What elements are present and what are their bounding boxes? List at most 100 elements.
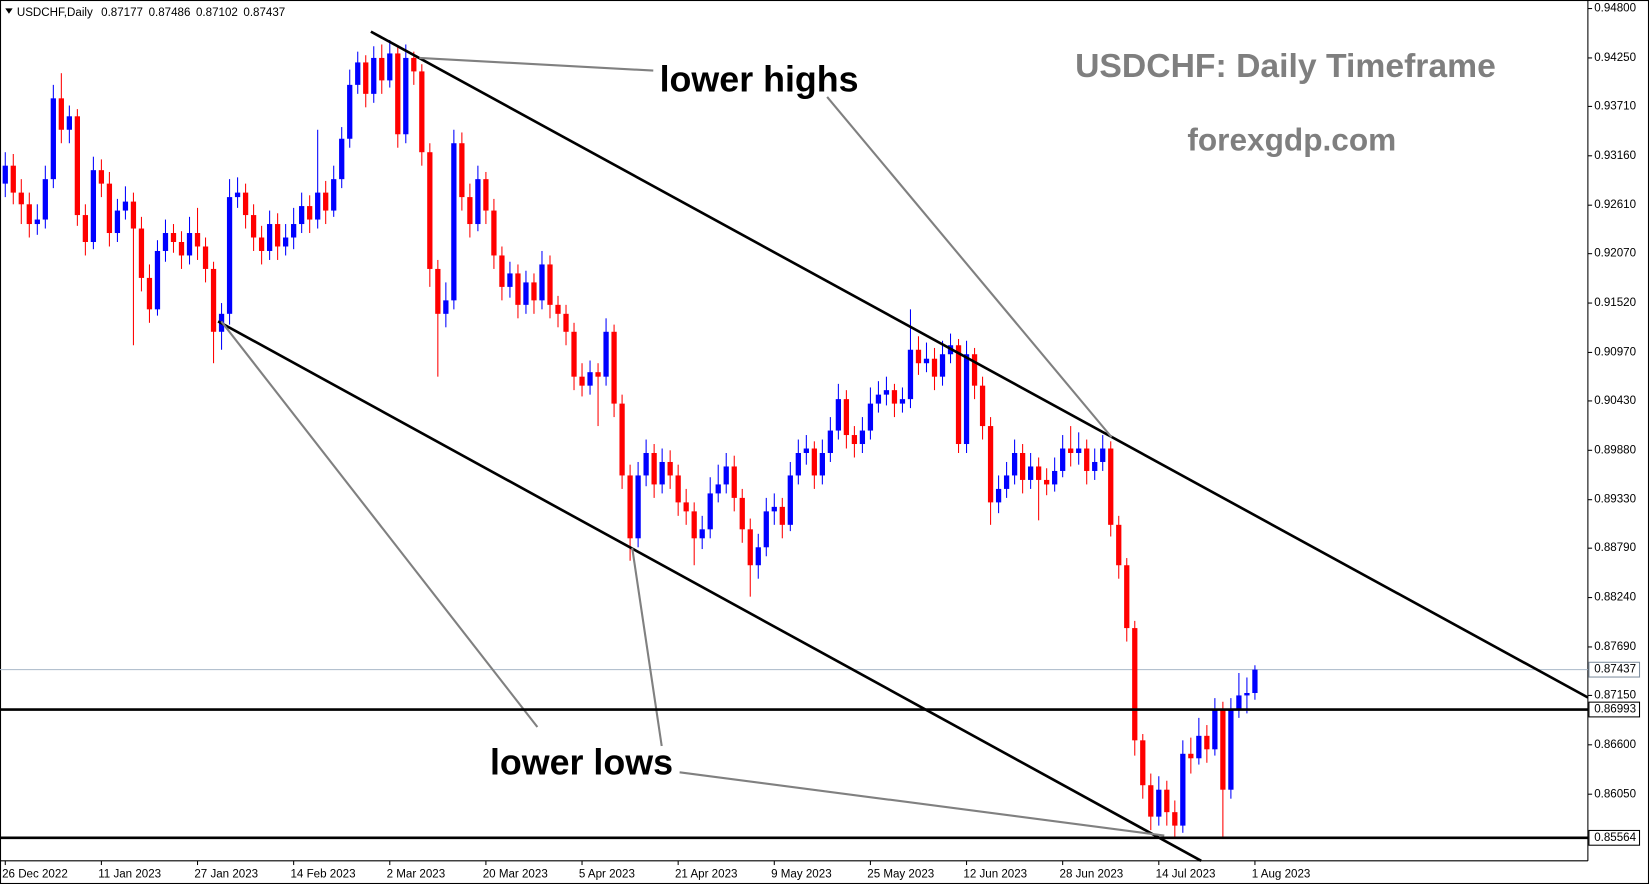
candle-body <box>931 358 938 377</box>
candle-body <box>899 399 906 404</box>
candle-body <box>467 197 473 225</box>
candle-body <box>258 237 265 251</box>
candle-body <box>1100 448 1106 462</box>
candle-body <box>531 282 537 301</box>
candle-body <box>98 170 105 184</box>
level-label-box <box>1588 829 1641 846</box>
candle-body <box>643 453 649 476</box>
connector <box>220 320 539 728</box>
candle-body <box>26 204 32 225</box>
upper-trend-line <box>370 30 1589 699</box>
candle-body <box>571 331 577 377</box>
candle-body <box>395 53 401 135</box>
candle-body <box>963 354 970 445</box>
candle-body <box>186 233 193 256</box>
candle-body <box>1252 669 1258 694</box>
candle-body <box>1132 628 1138 741</box>
x-tick-label: 27 Jan 2023 <box>194 869 258 881</box>
candle-body <box>1140 740 1146 786</box>
candle-body <box>291 224 297 238</box>
candle-body <box>299 206 305 225</box>
y-tick-label: 0.94250 <box>1594 52 1636 64</box>
candle-body <box>411 57 417 72</box>
symbol-label: USDCHF,Daily <box>17 7 93 19</box>
candle-body <box>547 264 553 305</box>
candle-body <box>835 399 842 431</box>
candle-body <box>363 62 369 94</box>
y-tick-label: 0.87150 <box>1594 689 1636 701</box>
candle-body <box>579 376 585 386</box>
candle-body <box>1092 461 1098 471</box>
x-tick-label: 11 Jan 2023 <box>98 869 161 881</box>
menu-arrow <box>5 8 13 14</box>
y-tick-label: 0.91520 <box>1594 297 1636 309</box>
candle-body <box>331 179 337 211</box>
candle-body <box>1188 753 1194 759</box>
candle-body <box>659 461 665 485</box>
candle-body <box>1124 565 1130 629</box>
candle-body <box>563 313 569 332</box>
candle-body <box>10 165 16 193</box>
annotation: lower lows <box>490 742 673 782</box>
x-tick-label: 1 Aug 2023 <box>1252 869 1311 881</box>
annotation: lower highs <box>660 60 859 100</box>
ohlc-high: 0.87486 <box>149 7 191 19</box>
candle-body <box>1036 466 1042 480</box>
candle-body <box>715 484 721 494</box>
candle-body <box>787 475 793 525</box>
candle-body <box>523 282 529 305</box>
candle-body <box>162 233 169 251</box>
axis-labels: 0.94800 0.94250 0.93710 0.93160 0.92610 0.920… <box>0 3 1641 881</box>
candle-body <box>138 228 145 278</box>
candle-body <box>130 201 137 229</box>
candle-body <box>795 453 801 476</box>
connector <box>826 96 1113 438</box>
candle-body <box>691 511 697 539</box>
candle-body <box>2 165 8 184</box>
candle-body <box>459 143 465 198</box>
candle-body <box>803 448 809 454</box>
candle-body <box>90 170 97 242</box>
candle-body <box>755 547 761 566</box>
candle-body <box>539 264 545 301</box>
candle-body <box>867 403 874 431</box>
candle-body <box>555 304 561 314</box>
candle-body <box>1228 708 1234 790</box>
candle-body <box>403 57 409 135</box>
connector <box>419 56 654 72</box>
candle-body <box>1011 453 1018 476</box>
candle-body <box>1052 470 1058 485</box>
candle-body <box>859 430 866 445</box>
candle-body <box>194 233 201 247</box>
y-tick-label: 0.88790 <box>1594 542 1636 554</box>
x-tick-label: 20 Mar 2023 <box>483 869 548 881</box>
candle-body <box>923 358 930 364</box>
ohlc-low: 0.87102 <box>196 7 238 19</box>
candle-body <box>1204 735 1210 750</box>
candle-body <box>66 116 72 130</box>
y-tick-label: 0.86050 <box>1594 788 1636 800</box>
candle-body <box>843 399 850 436</box>
candle-body <box>1019 453 1026 480</box>
candle-body <box>875 394 882 404</box>
candle-body <box>122 201 129 211</box>
annotations: lower highs lower lows USDCHF: Daily Tim… <box>5 7 1589 862</box>
candle-body <box>234 192 241 198</box>
ohlc-open: 0.87177 <box>101 7 143 19</box>
y-tick-label: 0.86600 <box>1594 739 1636 751</box>
candle-body <box>114 210 121 234</box>
candle-body <box>419 71 425 153</box>
y-tick-label: 0.93710 <box>1594 100 1636 112</box>
candle-body <box>915 349 922 364</box>
candle-body <box>154 250 161 310</box>
candle-body <box>18 192 24 205</box>
candle-body <box>699 529 705 539</box>
candle-body <box>266 224 273 251</box>
candle-body <box>274 224 281 247</box>
candle-body <box>955 345 962 445</box>
candle-body <box>226 197 233 314</box>
candle-body <box>779 506 785 525</box>
candle-body <box>1244 693 1250 696</box>
